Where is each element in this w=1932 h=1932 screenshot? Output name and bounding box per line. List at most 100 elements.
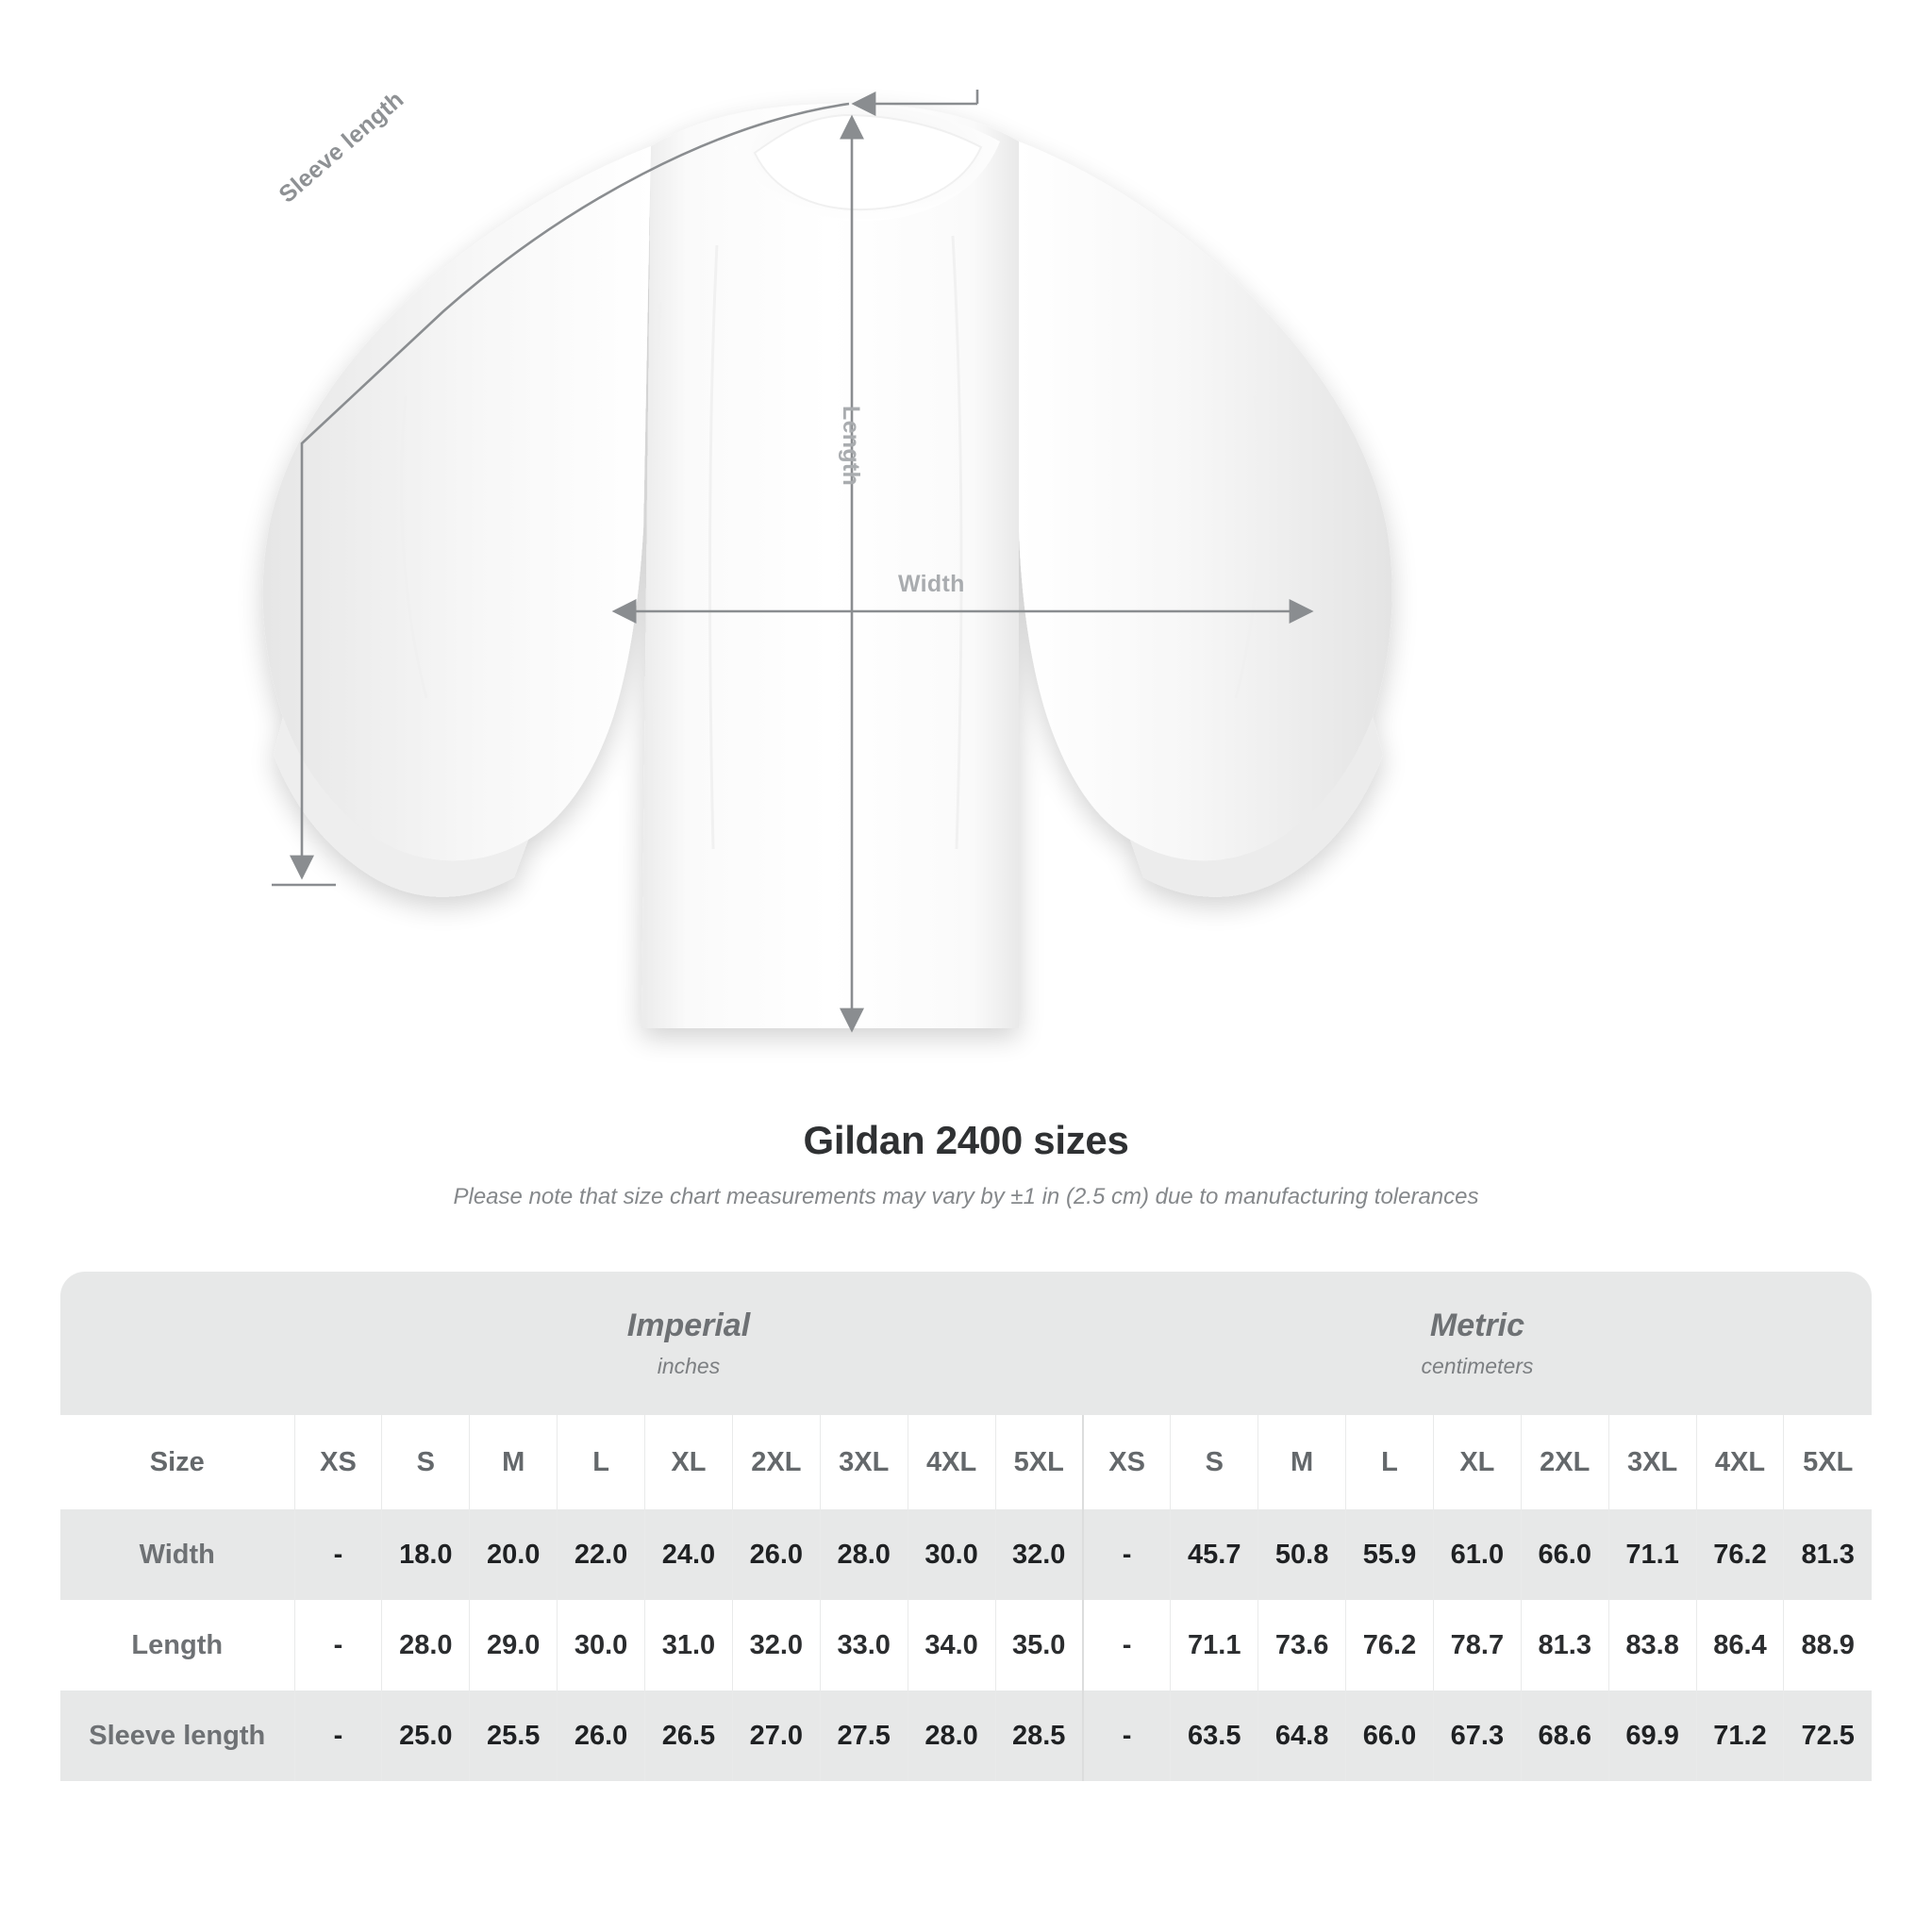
unit-header-row: Imperial inches Metric centimeters — [60, 1272, 1872, 1415]
cell-sleeve-length-metric-4xl: 71.2 — [1695, 1690, 1784, 1781]
width-label: Width — [898, 571, 965, 597]
cell-sleeve-length-imperial-xs: - — [293, 1690, 382, 1781]
size-header-imperial-m: M — [469, 1415, 558, 1509]
size-header-row: Size XS S M L XL 2XL 3XL 4XL 5XL XS S M L XL 2XL 3XL 4XL 5… — [60, 1415, 1872, 1509]
cell-length-imperial-s: 28.0 — [381, 1600, 470, 1690]
cell-width-metric-xl: 61.0 — [1432, 1509, 1522, 1600]
size-header-imperial-2xl: 2XL — [731, 1415, 821, 1509]
unit-subtitle: centimeters — [1421, 1354, 1534, 1378]
table-row: Width -18.0 20.0 22.0 24.0 26.0 28.0 30.0 32.0-4… — [60, 1509, 1872, 1600]
cell-sleeve-length-metric-5xl: 72.5 — [1783, 1690, 1872, 1781]
cell-sleeve-length-metric-l: 66.0 — [1345, 1690, 1434, 1781]
size-table-wrapper: Imperial inches Metric centimeters Size XS S M L… — [60, 1272, 1872, 1781]
cell-length-metric-5xl: 88.9 — [1783, 1600, 1872, 1690]
cell-width-metric-4xl: 76.2 — [1695, 1509, 1784, 1600]
table-row: Length -28.0 29.0 30.0 31.0 32.0 33.0 34.0 35.0-… — [60, 1600, 1872, 1690]
cell-width-metric-l: 55.9 — [1345, 1509, 1434, 1600]
cell-sleeve-length-metric-m: 64.8 — [1257, 1690, 1346, 1781]
unit-name: Metric — [1429, 1307, 1525, 1343]
size-header-imperial-l: L — [557, 1415, 645, 1509]
cell-sleeve-length-metric-xs: - — [1081, 1690, 1171, 1781]
cell-length-imperial-2xl: 32.0 — [731, 1600, 821, 1690]
cell-length-imperial-4xl: 34.0 — [907, 1600, 996, 1690]
cell-length-imperial-xs: - — [293, 1600, 382, 1690]
size-header-imperial-s: S — [381, 1415, 470, 1509]
row-label-width: Width — [60, 1509, 295, 1600]
cell-length-metric-s: 71.1 — [1170, 1600, 1258, 1690]
length-label: Length — [838, 406, 864, 487]
size-header-metric-l: L — [1345, 1415, 1434, 1509]
cell-sleeve-length-imperial-3xl: 27.5 — [819, 1690, 908, 1781]
cell-sleeve-length-metric-s: 63.5 — [1170, 1690, 1258, 1781]
cell-width-imperial-5xl: 32.0 — [994, 1509, 1083, 1600]
unit-subtitle: inches — [657, 1354, 721, 1378]
size-header-metric-xs: XS — [1081, 1415, 1171, 1509]
size-header-metric-s: S — [1170, 1415, 1258, 1509]
size-header-metric-5xl: 5XL — [1783, 1415, 1872, 1509]
cell-width-metric-3xl: 71.1 — [1607, 1509, 1697, 1600]
cell-width-metric-s: 45.7 — [1170, 1509, 1258, 1600]
unit-header-metric: Metric centimeters — [1082, 1272, 1872, 1415]
unit-row-corner — [60, 1272, 295, 1415]
size-header-imperial-4xl: 4XL — [907, 1415, 996, 1509]
cell-length-metric-2xl: 81.3 — [1520, 1600, 1609, 1690]
cell-length-imperial-3xl: 33.0 — [819, 1600, 908, 1690]
garment-illustration — [262, 90, 1392, 1033]
size-header-imperial-xl: XL — [644, 1415, 733, 1509]
table-row: Sleeve length -25.0 25.5 26.0 26.5 27.0 27.5 28… — [60, 1690, 1872, 1781]
cell-width-imperial-4xl: 30.0 — [907, 1509, 996, 1600]
cell-length-metric-m: 73.6 — [1257, 1600, 1346, 1690]
cell-length-metric-l: 76.2 — [1345, 1600, 1434, 1690]
size-header-metric-2xl: 2XL — [1520, 1415, 1609, 1509]
cell-width-metric-m: 50.8 — [1257, 1509, 1346, 1600]
cell-width-imperial-xs: - — [293, 1509, 382, 1600]
size-table: Imperial inches Metric centimeters Size XS S M L… — [60, 1272, 1872, 1781]
cell-sleeve-length-imperial-m: 25.5 — [469, 1690, 558, 1781]
unit-header-imperial: Imperial inches — [294, 1272, 1083, 1415]
size-header-imperial-3xl: 3XL — [819, 1415, 908, 1509]
cell-length-imperial-xl: 31.0 — [644, 1600, 733, 1690]
cell-width-imperial-2xl: 26.0 — [731, 1509, 821, 1600]
cell-sleeve-length-metric-xl: 67.3 — [1432, 1690, 1522, 1781]
cell-length-metric-xl: 78.7 — [1432, 1600, 1522, 1690]
cell-sleeve-length-imperial-l: 26.0 — [557, 1690, 645, 1781]
row-label-length: Length — [60, 1600, 295, 1690]
size-header-metric-m: M — [1257, 1415, 1346, 1509]
cell-length-imperial-m: 29.0 — [469, 1600, 558, 1690]
cell-width-metric-2xl: 66.0 — [1520, 1509, 1609, 1600]
cell-sleeve-length-imperial-xl: 26.5 — [644, 1690, 733, 1781]
cell-sleeve-length-imperial-5xl: 28.5 — [994, 1690, 1083, 1781]
cell-width-imperial-xl: 24.0 — [644, 1509, 733, 1600]
cell-length-metric-xs: - — [1081, 1600, 1171, 1690]
page-subtitle: Please note that size chart measurements… — [453, 1184, 1479, 1209]
garment-diagram: Sleeve length Length Width — [262, 86, 1392, 1033]
cell-sleeve-length-metric-2xl: 68.6 — [1520, 1690, 1609, 1781]
size-header-metric-xl: XL — [1432, 1415, 1522, 1509]
cell-width-imperial-m: 20.0 — [469, 1509, 558, 1600]
shirt-graphic — [262, 103, 1392, 1028]
unit-name: Imperial — [626, 1307, 751, 1343]
page-title: Gildan 2400 sizes — [803, 1118, 1129, 1162]
size-header-metric-4xl: 4XL — [1695, 1415, 1784, 1509]
cell-length-imperial-5xl: 35.0 — [994, 1600, 1083, 1690]
cell-sleeve-length-imperial-s: 25.0 — [381, 1690, 470, 1781]
cell-width-imperial-s: 18.0 — [381, 1509, 470, 1600]
cell-sleeve-length-imperial-4xl: 28.0 — [907, 1690, 996, 1781]
cell-width-imperial-l: 22.0 — [557, 1509, 645, 1600]
size-header-metric-3xl: 3XL — [1607, 1415, 1697, 1509]
cell-length-metric-4xl: 86.4 — [1695, 1600, 1784, 1690]
cell-width-metric-5xl: 81.3 — [1783, 1509, 1872, 1600]
cell-sleeve-length-imperial-2xl: 27.0 — [731, 1690, 821, 1781]
cell-length-imperial-l: 30.0 — [557, 1600, 645, 1690]
size-header-imperial-5xl: 5XL — [994, 1415, 1083, 1509]
cell-sleeve-length-metric-3xl: 69.9 — [1607, 1690, 1697, 1781]
chart-heading: Gildan 2400 sizes Please note that size … — [0, 1118, 1932, 1210]
size-column-header: Size — [60, 1415, 295, 1509]
cell-width-imperial-3xl: 28.0 — [819, 1509, 908, 1600]
row-label-sleeve-length: Sleeve length — [60, 1690, 295, 1781]
sleeve-length-arrow — [272, 90, 979, 887]
size-header-imperial-xs: XS — [293, 1415, 382, 1509]
cell-width-metric-xs: - — [1081, 1509, 1171, 1600]
cell-length-metric-3xl: 83.8 — [1607, 1600, 1697, 1690]
